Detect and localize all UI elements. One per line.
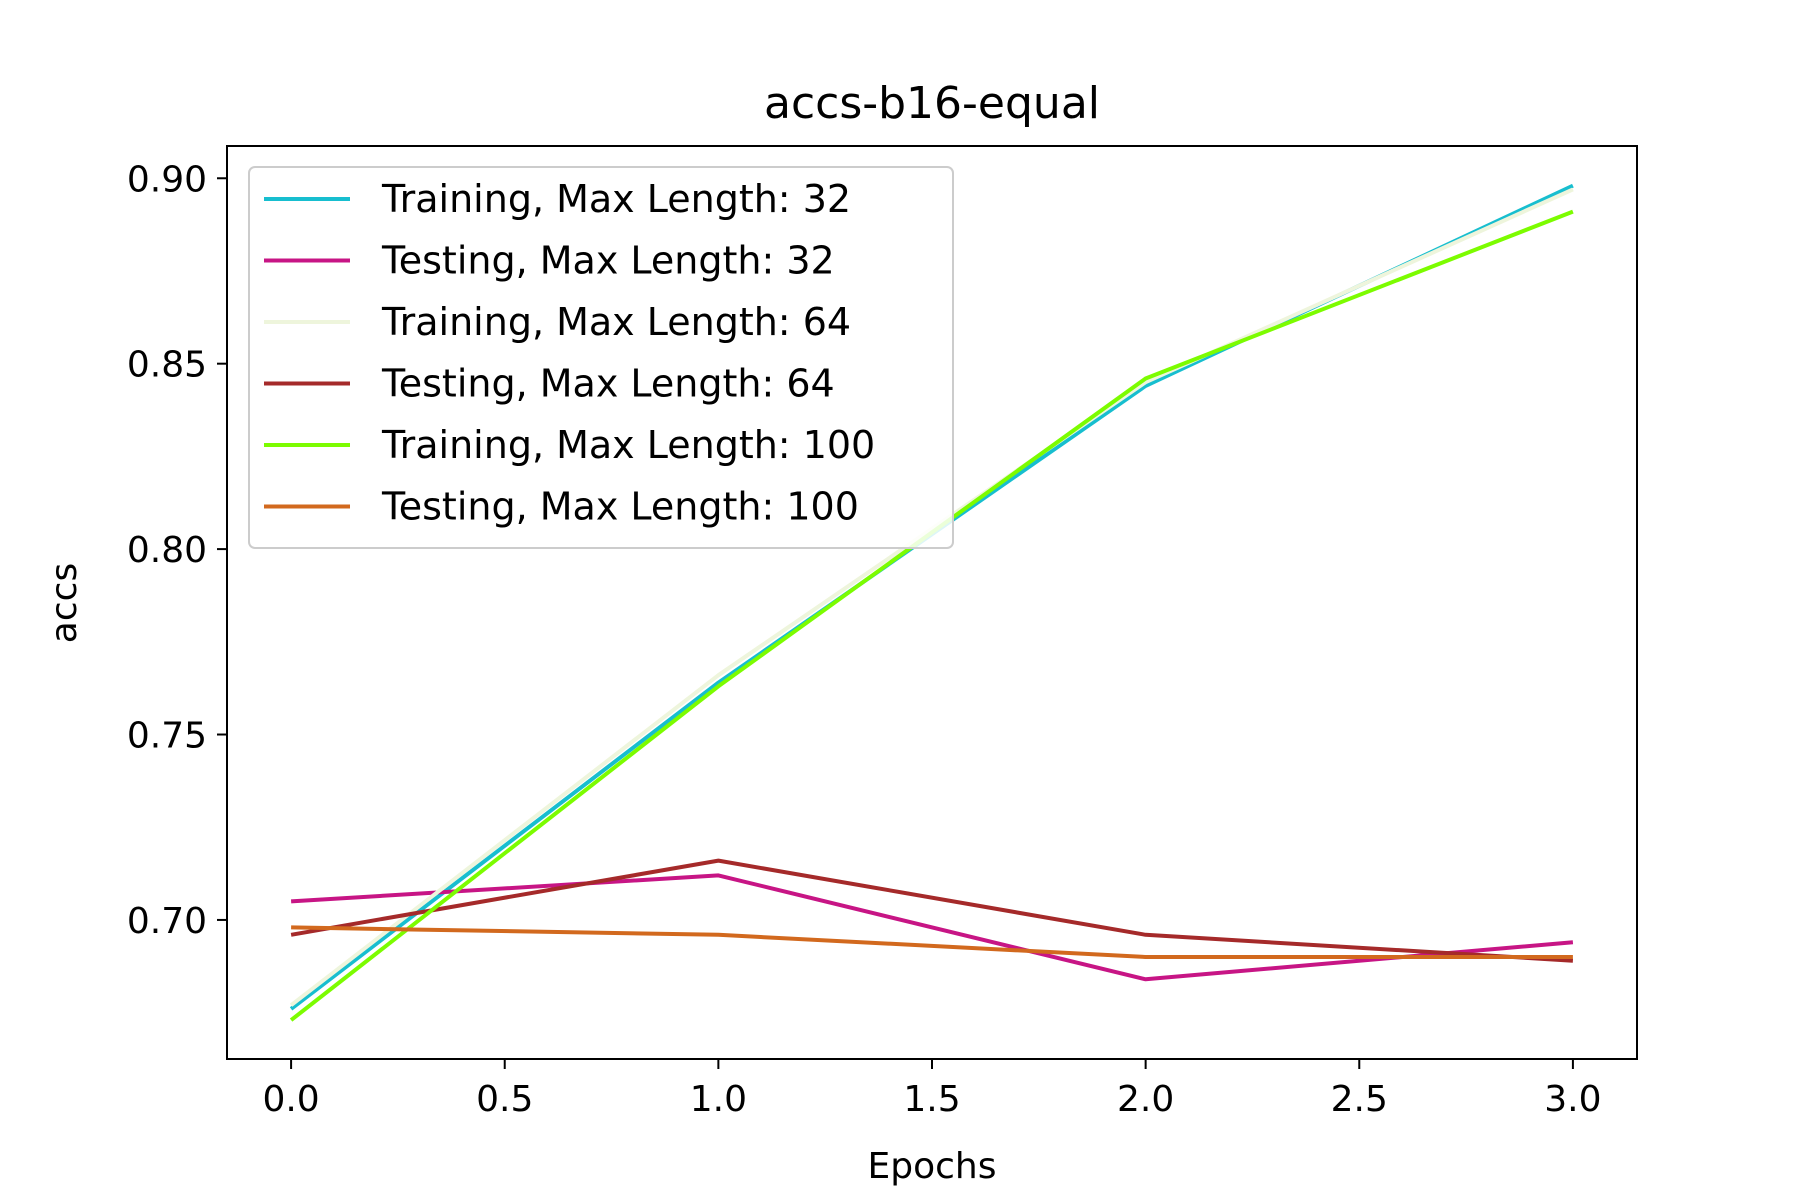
x-tick-label: 0.0 [262, 1079, 319, 1120]
x-tick-label: 1.0 [690, 1079, 747, 1120]
x-tick-label: 2.0 [1117, 1079, 1174, 1120]
x-axis-label: Epochs [868, 1146, 997, 1187]
x-tick-label: 0.5 [476, 1079, 533, 1120]
legend-label: Training, Max Length: 32 [381, 177, 851, 221]
legend-label: Testing, Max Length: 64 [381, 362, 835, 406]
y-tick-label: 0.90 [127, 159, 207, 200]
legend: Training, Max Length: 32 Testing, Max Len… [248, 166, 954, 549]
series-line-6 [291, 925, 1573, 959]
series-line-4 [290, 858, 1574, 963]
x-axis-ticks: 0.0 0.5 1.0 1.5 2.0 2.5 3.0 [262, 1059, 1602, 1120]
legend-label: Testing, Max Length: 100 [381, 485, 859, 529]
x-tick-label: 3.0 [1544, 1079, 1601, 1120]
y-tick-label: 0.75 [127, 716, 207, 757]
legend-label: Training, Max Length: 100 [381, 423, 875, 467]
legend-label: Training, Max Length: 64 [381, 300, 851, 344]
y-tick-label: 0.70 [127, 901, 207, 942]
x-tick-label: 2.5 [1331, 1079, 1388, 1120]
legend-label: Testing, Max Length: 32 [381, 239, 835, 283]
y-tick-label: 0.80 [127, 530, 207, 571]
x-tick-label: 1.5 [903, 1079, 960, 1120]
legend-box [248, 166, 954, 549]
y-tick-label: 0.85 [127, 345, 207, 386]
chart-title: accs-b16-equal [764, 78, 1100, 129]
series-line-2 [290, 873, 1574, 982]
y-axis-label: accs [44, 563, 85, 643]
y-axis-ticks: 0.70 0.75 0.80 0.85 0.90 [127, 159, 227, 942]
